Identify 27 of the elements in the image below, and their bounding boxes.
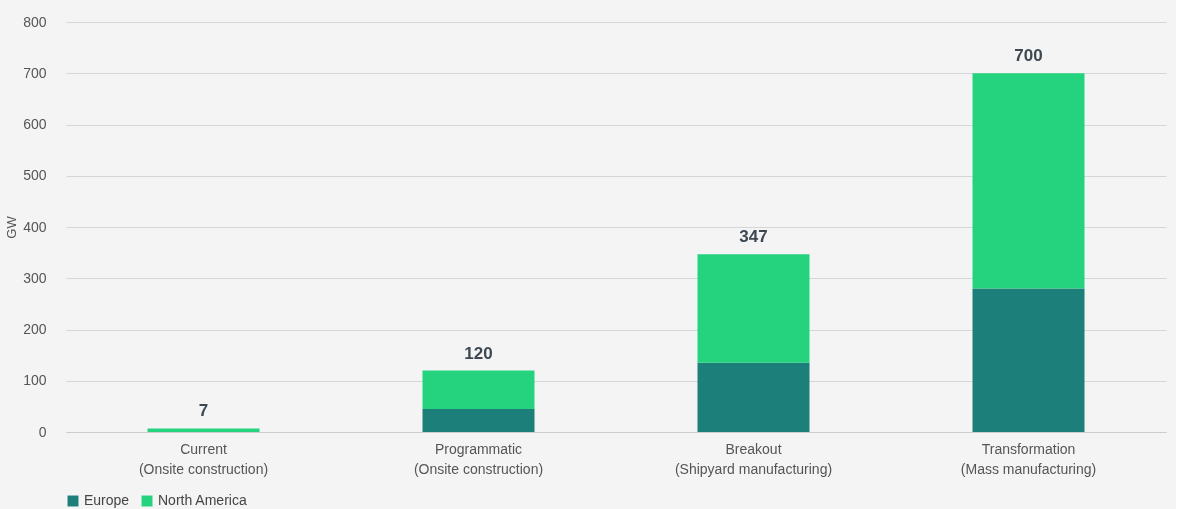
- y-tick-label: 100: [23, 372, 47, 389]
- y-tick-label: 200: [23, 321, 47, 337]
- y-tick-label: 600: [23, 116, 47, 132]
- total-label: 7: [198, 401, 209, 421]
- x-tick-label: Breakout (Shipyard manufacturing): [674, 440, 833, 477]
- bar: [697, 362, 810, 432]
- x-tick-label: Programmatic (Onsite construction): [413, 440, 544, 477]
- y-tick-label: 500: [23, 167, 47, 184]
- total-label: 700: [1014, 46, 1043, 66]
- y-axis-title: GW: [4, 215, 20, 239]
- legend-label: Europe: [84, 492, 130, 508]
- x-tick-label: Transformation (Mass manufacturing): [960, 440, 1097, 477]
- bar: [972, 288, 1085, 432]
- x-tick-label: Current (Onsite construction): [138, 440, 269, 477]
- bar: [972, 73, 1085, 289]
- bar: [422, 370, 535, 409]
- total-label: 347: [739, 227, 768, 247]
- y-tick-label: 0: [38, 423, 47, 440]
- y-tick-label: 300: [23, 269, 47, 286]
- bar: [147, 428, 260, 432]
- y-tick-label: 800: [23, 13, 47, 30]
- y-tick-label: 400: [23, 218, 47, 235]
- total-label: 120: [464, 343, 493, 363]
- bar: [422, 408, 535, 432]
- bar: [697, 254, 810, 363]
- y-tick-label: 700: [23, 64, 47, 81]
- legend-label: North America: [158, 492, 247, 508]
